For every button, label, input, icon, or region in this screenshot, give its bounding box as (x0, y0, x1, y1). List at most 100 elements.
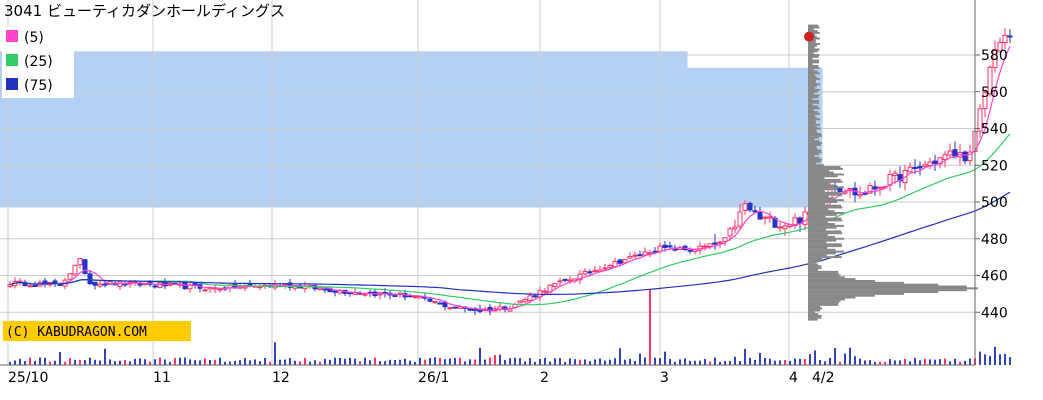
volume-bar (229, 361, 231, 365)
profile-bar (808, 77, 820, 80)
profile-bar (808, 90, 818, 93)
volume-bar (534, 361, 536, 365)
profile-bar (808, 153, 819, 156)
volume-bar (304, 357, 306, 365)
legend-label: (5) (24, 30, 44, 46)
x-tick-label: 4 (789, 370, 798, 386)
x-tick-label: 11 (153, 370, 171, 386)
volume-bar (79, 359, 81, 365)
ma75-line (9, 191, 1011, 295)
volume-bar (324, 358, 326, 365)
profile-bar (808, 232, 843, 235)
candle-body (707, 243, 713, 248)
candle-body (872, 186, 878, 190)
legend-swatch (6, 78, 18, 90)
profile-bar (808, 142, 822, 145)
profile-bar (808, 121, 816, 124)
volume-bar (124, 360, 126, 365)
volume-bar (969, 358, 971, 365)
candle-body (937, 157, 943, 165)
candle-body (947, 150, 953, 156)
legend-label: (25) (24, 54, 53, 70)
volume-bar (284, 359, 286, 365)
volume-bar (469, 359, 471, 365)
candle-body (612, 260, 618, 268)
profile-bar (808, 257, 822, 260)
profile-bar (808, 296, 856, 299)
profile-bar (808, 250, 844, 253)
profile-bar (808, 234, 828, 237)
volume-bar (984, 354, 986, 365)
profile-bar (808, 305, 821, 308)
volume-bar (789, 360, 791, 365)
candle-body (857, 193, 863, 197)
volume-bar (24, 361, 26, 365)
y-tick-label: 560 (981, 85, 1008, 101)
volume-bar (199, 360, 201, 365)
profile-bar (808, 291, 939, 294)
volume-bar (819, 360, 821, 365)
volume-bar (629, 358, 631, 365)
volume-bar (779, 360, 781, 365)
volume-bar (384, 361, 386, 365)
profile-bar (808, 204, 842, 207)
y-tick-label: 440 (981, 305, 1008, 321)
profile-bar (808, 138, 815, 141)
profile-bar (808, 66, 820, 69)
candle-body (722, 237, 728, 243)
candle-body (362, 293, 368, 296)
profile-bar (808, 302, 839, 305)
volume-bar (914, 357, 916, 365)
profile-bar (808, 31, 820, 34)
y-tick-label: 500 (981, 195, 1008, 211)
profile-bar (808, 221, 829, 224)
volume-bar (909, 361, 911, 365)
volume-bar (204, 358, 206, 365)
profile-bar (808, 105, 819, 108)
candle-body (452, 306, 458, 309)
volume-bar (249, 360, 251, 365)
volume-bar (174, 358, 176, 365)
candle-body (777, 226, 783, 229)
volume-bar (179, 357, 181, 365)
volume-bar (659, 358, 661, 365)
volume-bar (864, 360, 866, 365)
candle-body (907, 166, 913, 173)
profile-bar (808, 278, 856, 281)
profile-bar (808, 248, 836, 251)
profile-bar (808, 307, 822, 310)
x-tick-label: 2 (540, 370, 549, 386)
legend-label: (75) (24, 78, 53, 94)
volume-bar (114, 361, 116, 365)
volume-bar (1004, 353, 1006, 365)
candle-body (992, 49, 998, 68)
profile-bar (808, 294, 875, 297)
profile-bar (808, 74, 815, 77)
volume-bar (884, 361, 886, 365)
volume-bar (699, 360, 701, 365)
candle-body (602, 267, 608, 270)
candle-body (592, 269, 598, 272)
y-tick-label: 580 (981, 48, 1008, 64)
profile-bar (808, 63, 813, 66)
profile-bar (808, 61, 820, 64)
volume-bar (579, 359, 581, 365)
profile-bar (808, 127, 821, 130)
candle-body (437, 302, 443, 305)
volume-bar (719, 361, 721, 365)
volume-bar (949, 361, 951, 365)
volume-bar (734, 356, 736, 365)
volume-bar (694, 360, 696, 365)
volume-bar (194, 360, 196, 365)
volume-bar (54, 360, 56, 365)
volume-bar (944, 358, 946, 365)
profile-bar (808, 197, 835, 200)
volume-bar (59, 352, 61, 365)
profile-bar (808, 237, 844, 240)
candle-body (72, 264, 78, 275)
volume-bar (539, 358, 541, 365)
volume-bar (624, 359, 626, 365)
volume-bar (649, 290, 651, 365)
volume-bar (889, 359, 891, 365)
profile-bar (808, 145, 817, 148)
